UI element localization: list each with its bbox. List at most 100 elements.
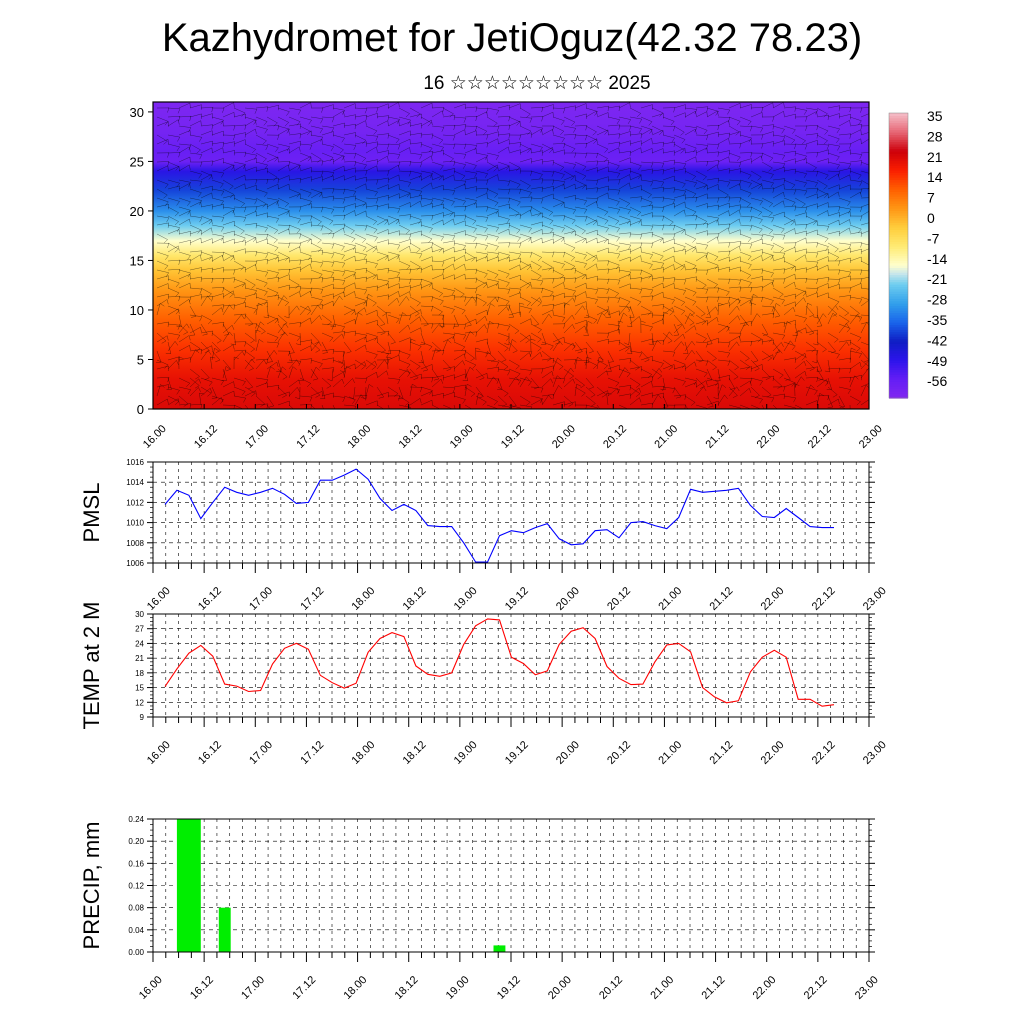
colorbar-band bbox=[889, 279, 908, 283]
colorbar-band bbox=[889, 198, 908, 202]
heatmap-y-tick-label: 15 bbox=[130, 253, 144, 268]
y-tick-label: 0.24 bbox=[128, 815, 144, 824]
x-tick-label: 18.00 bbox=[349, 585, 377, 613]
colorbar-band bbox=[889, 343, 908, 347]
pmsl-line-group bbox=[164, 468, 834, 563]
heatmap-y-tick-label: 20 bbox=[130, 204, 144, 219]
colorbar-band bbox=[889, 143, 908, 147]
heatmap-y-tick-label: 25 bbox=[130, 154, 144, 169]
colorbar-band bbox=[889, 348, 908, 352]
colorbar-label: -21 bbox=[927, 271, 947, 287]
x-tick-label: 17.12 bbox=[290, 974, 318, 1002]
colorbar-band bbox=[889, 269, 908, 273]
colorbar-band bbox=[889, 231, 908, 235]
colorbar-band bbox=[889, 229, 908, 233]
y-tick-label: 1008 bbox=[126, 539, 144, 548]
colorbar-band bbox=[889, 134, 908, 138]
colorbar-band bbox=[889, 179, 908, 183]
colorbar-band bbox=[889, 355, 908, 359]
y-tick-label: 0.20 bbox=[128, 837, 144, 846]
colorbar-band bbox=[889, 162, 908, 166]
colorbar-band bbox=[889, 388, 908, 392]
y-tick-label: 9 bbox=[140, 713, 145, 722]
colorbar-band bbox=[889, 124, 908, 128]
colorbar-band bbox=[889, 174, 908, 178]
x-tick-label: 18.00 bbox=[349, 739, 377, 767]
colorbar-band bbox=[889, 181, 908, 185]
y-tick-label: 1014 bbox=[126, 478, 144, 487]
colorbar-band bbox=[889, 148, 908, 152]
colorbar-band bbox=[889, 191, 908, 195]
colorbar-band bbox=[889, 184, 908, 188]
colorbar-label: -35 bbox=[927, 312, 947, 328]
x-tick-label: 22.00 bbox=[751, 974, 779, 1002]
x-tick-label: 23.00 bbox=[861, 585, 889, 613]
colorbar-band bbox=[889, 113, 908, 116]
colorbar-band bbox=[889, 281, 908, 285]
x-tick-label: 21.12 bbox=[699, 974, 727, 1002]
colorbar-band bbox=[889, 212, 908, 216]
x-tick-label: 19.12 bbox=[503, 585, 531, 613]
colorbar-band bbox=[889, 127, 908, 131]
y-axis-title: PMSL bbox=[79, 483, 104, 543]
colorbar-band bbox=[889, 250, 908, 254]
y-tick-label: 0.12 bbox=[128, 882, 144, 891]
x-tick-label: 16.00 bbox=[145, 585, 173, 613]
heatmap-x-tick-label: 16.00 bbox=[141, 423, 169, 451]
x-tick-label: 16.00 bbox=[145, 739, 173, 767]
colorbar-band bbox=[889, 362, 908, 366]
heatmap-y-tick-label: 10 bbox=[130, 303, 144, 318]
colorbar-band bbox=[889, 236, 908, 240]
colorbar-band bbox=[889, 317, 908, 321]
colorbar-band bbox=[889, 305, 908, 309]
colorbar-band bbox=[889, 132, 908, 135]
y-tick-label: 0.00 bbox=[128, 948, 144, 957]
colorbar-band bbox=[889, 186, 908, 190]
colorbar-label: -56 bbox=[927, 373, 947, 389]
x-tick-label: 21.12 bbox=[707, 585, 735, 613]
y-tick-label: 1012 bbox=[126, 498, 144, 507]
colorbar-band bbox=[889, 241, 908, 245]
x-tick-label: 19.00 bbox=[452, 585, 480, 613]
colorbar-band bbox=[889, 395, 908, 399]
x-tick-label: 21.12 bbox=[707, 739, 735, 767]
heatmap-y-axis: 0 5 10 15 20 25 30 bbox=[130, 105, 153, 417]
colorbar-band bbox=[889, 383, 908, 387]
colorbar-band bbox=[889, 393, 908, 397]
colorbar-band bbox=[889, 227, 908, 230]
heatmap-y-tick-label: 0 bbox=[137, 402, 144, 417]
y-tick-label: 12 bbox=[135, 698, 144, 707]
colorbar-band bbox=[889, 324, 908, 328]
x-tick-label: 21.00 bbox=[656, 739, 684, 767]
precip-bar bbox=[218, 907, 231, 952]
colorbar-band bbox=[889, 386, 908, 390]
colorbar-label: -49 bbox=[927, 353, 947, 369]
colorbar-band bbox=[889, 303, 908, 306]
colorbar-band bbox=[889, 262, 908, 266]
colorbar-band bbox=[889, 291, 908, 295]
colorbar-band bbox=[889, 253, 908, 257]
colorbar-frame bbox=[888, 112, 909, 399]
colorbar-band bbox=[889, 367, 908, 371]
colorbar-band bbox=[889, 170, 908, 173]
colorbar-band bbox=[889, 364, 908, 368]
x-tick-label: 22.12 bbox=[802, 974, 830, 1002]
colorbar-band bbox=[889, 379, 908, 382]
colorbar-legend: 35 28 21 14 7 0 -7 -14 -21 -28 -35 -42 -49 -56 bbox=[888, 108, 947, 399]
colorbar-band bbox=[889, 376, 908, 380]
colorbar-band bbox=[889, 224, 908, 228]
x-tick-label: 20.12 bbox=[605, 585, 633, 613]
x-tick-label: 18.00 bbox=[341, 974, 369, 1002]
colorbar-band bbox=[889, 257, 908, 261]
colorbar-band bbox=[889, 312, 908, 316]
colorbar-band bbox=[889, 200, 908, 204]
x-tick-label: 18.12 bbox=[401, 585, 429, 613]
colorbar-band bbox=[889, 255, 908, 259]
colorbar-band bbox=[889, 286, 908, 290]
colorbar-band bbox=[889, 381, 908, 385]
x-tick-label: 18.12 bbox=[401, 739, 429, 767]
heatmap-x-tick-label: 22.12 bbox=[806, 423, 834, 451]
x-tick-label: 19.12 bbox=[503, 739, 531, 767]
heatmap-x-tick-label: 20.12 bbox=[601, 423, 629, 451]
